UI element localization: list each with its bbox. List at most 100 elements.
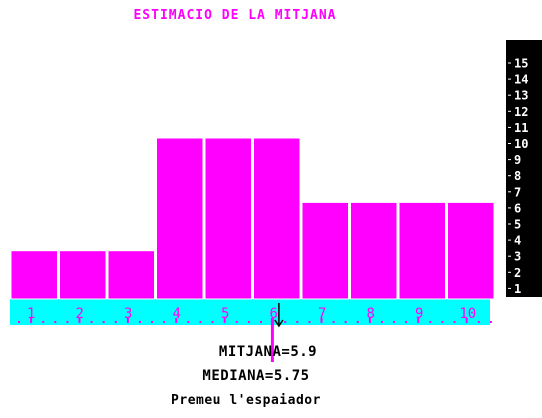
x-tick-label: 10: [459, 306, 476, 322]
x-tick-mark: [489, 321, 492, 323]
y-tick-mark: [508, 271, 511, 273]
bar: [398, 201, 446, 300]
continue-prompt: Premeu l'espaiador: [171, 393, 321, 408]
x-tick-label: 4: [173, 306, 181, 322]
y-tick-mark: [508, 110, 511, 112]
y-tick-label: 8: [514, 169, 521, 183]
x-tick-label: 2: [76, 306, 84, 322]
x-tick-mark: [405, 321, 408, 323]
mean-position-line: [270, 318, 274, 362]
mean-marker: [270, 303, 284, 362]
x-tick-label: 1: [27, 306, 35, 322]
x-tick-mark: [393, 321, 396, 323]
y-tick-label: 7: [514, 185, 521, 199]
bar: [253, 137, 301, 300]
x-tick-label: 8: [367, 306, 375, 322]
bar: [301, 201, 349, 300]
x-tick-mark: [247, 321, 250, 323]
x-axis-band: [10, 299, 490, 325]
mean-result: MITJANA=5.9: [218, 344, 318, 360]
x-tick-mark: [187, 321, 190, 323]
y-tick-label: 12: [514, 105, 528, 119]
x-tick-label: 6: [270, 306, 278, 322]
bar: [59, 250, 107, 300]
y-tick-label: 6: [514, 201, 521, 215]
y-tick-mark: [508, 94, 511, 96]
x-tick-label: 5: [221, 306, 229, 322]
y-tick-mark: [508, 191, 511, 193]
x-tick-mark: [368, 318, 371, 323]
y-tick-mark: [508, 287, 511, 289]
y-tick-mark: [508, 62, 511, 64]
x-tick-mark: [260, 321, 262, 323]
x-tick-mark: [54, 321, 57, 323]
x-tick-mark: [126, 318, 129, 323]
y-tick-label: 10: [514, 137, 528, 151]
y-tick-label: 11: [514, 121, 528, 135]
x-tick-label: 9: [415, 306, 423, 322]
y-tick-mark: [508, 143, 511, 144]
y-tick-label: 9: [514, 153, 521, 167]
x-tick-label: 3: [124, 306, 132, 322]
x-tick-mark: [417, 318, 420, 323]
y-tick-mark: [508, 207, 511, 209]
bars-group: [10, 137, 495, 300]
y-tick-mark: [508, 255, 511, 257]
x-tick-mark: [102, 321, 105, 323]
x-tick-mark: [308, 321, 311, 323]
y-tick-label: 14: [514, 73, 528, 87]
y-tick-mark: [508, 223, 511, 225]
y-scale-panel: [506, 40, 542, 297]
median-result: MEDIANA=5.75: [202, 368, 310, 384]
x-tick-mark: [453, 321, 456, 323]
y-tick-mark: [508, 239, 511, 241]
bar: [204, 137, 252, 300]
x-tick-mark: [90, 321, 93, 323]
x-tick-mark: [211, 321, 214, 323]
x-tick-mark: [30, 318, 33, 323]
y-tick-label: 13: [514, 89, 528, 103]
x-tick-mark: [344, 321, 347, 323]
x-tick-mark: [332, 321, 335, 323]
x-tick-mark: [199, 321, 202, 323]
x-tick-mark: [296, 321, 299, 323]
x-tick-mark: [284, 321, 287, 323]
mean-arrow-head: [274, 319, 284, 328]
x-tick-mark: [441, 321, 444, 323]
bar: [107, 250, 155, 300]
x-tick-mark: [477, 321, 480, 323]
x-tick-mark: [18, 321, 20, 323]
y-tick-label: 3: [514, 250, 521, 264]
chart-title: ESTIMACIO DE LA MITJANA: [133, 8, 337, 23]
y-tick-mark: [508, 159, 511, 161]
x-tick-label: 7: [318, 306, 326, 322]
x-tick-mark: [381, 321, 383, 323]
x-tick-mark: [320, 318, 323, 323]
x-tick-mark: [235, 321, 238, 323]
x-tick-mark: [151, 321, 154, 323]
x-tick-mark: [114, 321, 117, 323]
x-tick-mark: [465, 318, 468, 323]
x-tick-mark: [356, 321, 359, 323]
x-tick-mark: [78, 318, 81, 323]
y-tick-label: 2: [514, 266, 521, 280]
y-tick-mark: [508, 126, 511, 128]
bar: [350, 201, 398, 300]
x-tick-mark: [175, 318, 178, 323]
x-axis: 1 2 3 4 5 6 7 8 9 10: [18, 306, 492, 323]
bar: [10, 250, 58, 300]
y-tick-mark: [508, 175, 511, 177]
y-tick-label: 1: [514, 282, 521, 296]
x-tick-mark: [163, 321, 166, 323]
bar: [156, 137, 204, 300]
y-tick-label: 4: [514, 234, 521, 248]
x-tick-mark: [429, 321, 432, 323]
bar: [447, 201, 495, 300]
x-tick-mark: [223, 318, 226, 323]
x-tick-mark: [139, 321, 141, 323]
x-tick-mark: [66, 321, 69, 323]
x-tick-mark: [42, 321, 45, 323]
y-tick-mark: [508, 78, 511, 80]
